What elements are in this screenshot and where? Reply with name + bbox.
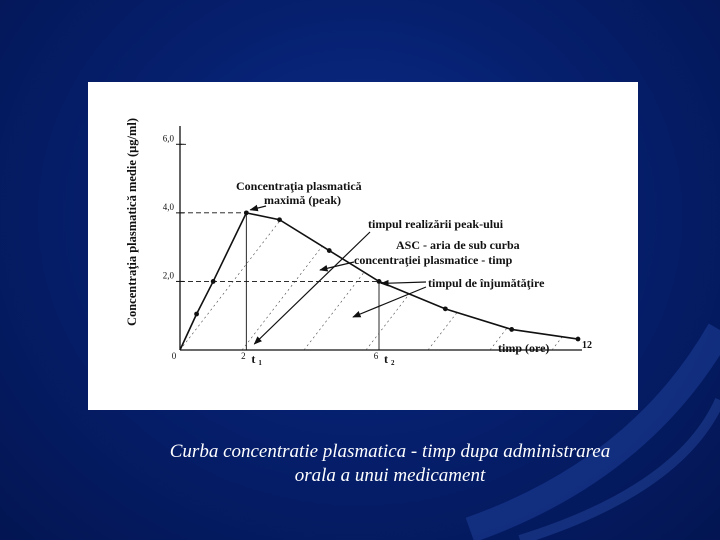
chart-axes: 2,0 4,0 6,0 0 2 6 12 xyxy=(163,126,592,361)
auc-hatch-line xyxy=(551,212,578,350)
y-axis-label: Concentraţia plasmatică medie (μg/ml) xyxy=(125,118,139,326)
auc-hatch-line xyxy=(614,130,638,350)
peak-annotation-line2: maximă (peak) xyxy=(264,193,341,207)
chart-panel: 2,0 4,0 6,0 0 2 6 12 Concentraţia plasmatică m… xyxy=(88,82,638,410)
t2-label: t xyxy=(384,352,388,366)
data-point xyxy=(243,210,249,216)
concentration-series xyxy=(179,130,638,351)
half-life-annotation: timpul de înjumătăţire xyxy=(428,276,545,290)
data-point xyxy=(575,336,581,342)
slide-caption: Curba concentratie plasmatica - timp dup… xyxy=(90,440,690,488)
y-tick-label: 4,0 xyxy=(163,202,175,212)
time-peak-arrow xyxy=(253,231,371,345)
data-point xyxy=(376,279,382,284)
data-point xyxy=(194,311,199,317)
x-tick-label-12: 12 xyxy=(582,340,592,351)
x-axis-label: timp (ore) xyxy=(498,341,549,355)
peak-arrow xyxy=(249,204,267,212)
data-point xyxy=(277,217,282,223)
concentration-curve xyxy=(179,211,579,351)
t1-label: t xyxy=(251,352,255,366)
x-tick-label: 2 xyxy=(241,351,246,361)
data-point xyxy=(509,327,515,332)
auc-hatch-line xyxy=(180,212,351,350)
peak-annotation-line1: Concentraţia plasmatică xyxy=(236,179,362,193)
auc-hatch-line xyxy=(427,212,578,350)
asc-annotation-line2: concentraţiei plasmatice - timp xyxy=(354,253,513,267)
time-peak-annotation: timpul realizării peak-ului xyxy=(368,217,504,231)
auc-hatch-line xyxy=(365,212,537,350)
y-tick-label: 6,0 xyxy=(163,133,175,143)
x-tick-label: 6 xyxy=(374,351,379,361)
half-life-arrow xyxy=(380,279,427,287)
asc-annotation-line1: ASC - aria de sub curba xyxy=(396,238,520,252)
caption-line-1: Curba concentratie plasmatica - timp dup… xyxy=(169,441,611,462)
x-tick-label: 0 xyxy=(172,351,177,361)
auc-hatch-line xyxy=(241,212,413,350)
data-point xyxy=(210,279,216,284)
caption-line-2: orala a unui medicament xyxy=(294,465,486,486)
auc-hatch-line xyxy=(180,212,289,350)
auc-hatching xyxy=(180,130,638,350)
y-tick-label: 2,0 xyxy=(163,270,175,280)
data-point xyxy=(442,306,448,312)
asc-arrow xyxy=(319,261,355,272)
pk-chart: 2,04,06,00 2 612 Concentraţia plasmatică m… xyxy=(125,118,638,367)
t2-subscript: 2 xyxy=(391,359,395,367)
auc-hatch-line xyxy=(303,212,475,350)
chart-labels: Concentraţia plasmatică medie (μg/ml) tim… xyxy=(125,118,549,367)
data-point xyxy=(326,248,332,253)
t1-subscript: 1 xyxy=(258,359,262,367)
half-life-arrow-2 xyxy=(352,286,427,318)
